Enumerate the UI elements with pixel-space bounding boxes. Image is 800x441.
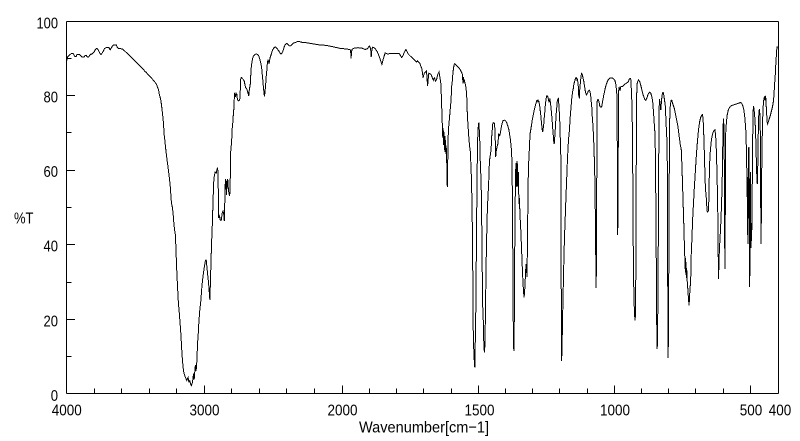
- svg-text:0: 0: [51, 388, 58, 405]
- svg-text:1500: 1500: [465, 403, 495, 420]
- svg-text:4000: 4000: [52, 403, 82, 420]
- svg-text:2000: 2000: [328, 403, 358, 420]
- svg-text:40: 40: [44, 239, 59, 256]
- svg-text:20: 20: [44, 314, 59, 331]
- svg-text:%T: %T: [14, 211, 34, 228]
- svg-text:100: 100: [37, 16, 59, 33]
- svg-text:3000: 3000: [190, 403, 220, 420]
- svg-text:80: 80: [44, 90, 59, 107]
- svg-text:Wavenumber[cm−1]: Wavenumber[cm−1]: [359, 420, 489, 437]
- svg-text:60: 60: [44, 164, 59, 181]
- svg-text:1000: 1000: [600, 403, 630, 420]
- svg-text:500: 500: [740, 403, 763, 420]
- svg-text:400: 400: [769, 403, 792, 420]
